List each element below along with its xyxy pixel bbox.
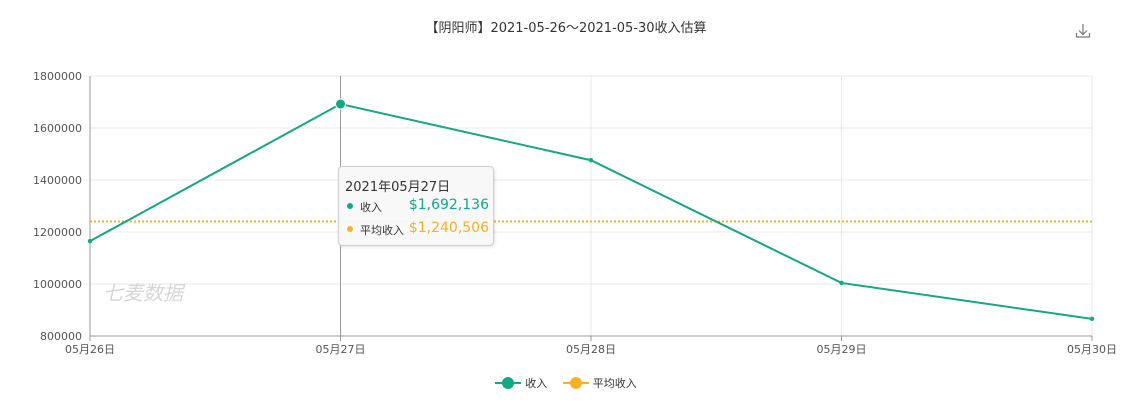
- revenue-point: [87, 238, 93, 244]
- revenue-point: [588, 158, 594, 163]
- x-tick-label: 05月30日: [1067, 343, 1117, 356]
- x-tick-label: 05月28日: [566, 343, 616, 356]
- chart-title: 【阴阳师】2021-05-26～2021-05-30收入估算: [425, 21, 707, 36]
- legend-item-revenue[interactable]: 收入: [495, 375, 547, 391]
- tooltip-row-average: 平均收入 $1,240,506: [345, 220, 489, 238]
- y-tick-label: 1800000: [33, 70, 82, 83]
- y-tick-label: 800000: [40, 330, 82, 343]
- legend-line-circle-icon: [495, 376, 522, 390]
- y-tick-label: 1200000: [33, 226, 82, 239]
- x-tick-label: 05月26日: [65, 343, 115, 356]
- tooltip-row-revenue: 收入 $1,692,136: [345, 197, 489, 215]
- tooltip-title: 2021年05月27日: [345, 180, 451, 195]
- legend-item-average[interactable]: 平均收入: [562, 375, 637, 391]
- legend-label: 平均收入: [592, 377, 637, 390]
- tooltip: 2021年05月27日 收入 $1,692,136 平均收入 $1,240,50…: [338, 166, 494, 246]
- tooltip-row-value: $1,692,136: [408, 197, 489, 213]
- legend-line-circle-icon: [562, 376, 589, 390]
- series: [87, 98, 1095, 322]
- legend: 收入 平均收入: [0, 375, 1132, 393]
- revenue-point: [335, 98, 346, 110]
- revenue-dot-icon: [347, 203, 353, 209]
- tooltip-row-name: 平均收入: [360, 224, 404, 237]
- y-tick-label: 1600000: [33, 122, 82, 135]
- x-tick-label: 05月29日: [817, 343, 867, 356]
- revenue-point: [839, 280, 844, 286]
- y-tick-label: 1000000: [33, 278, 82, 291]
- watermark: 七麦数据: [103, 281, 183, 305]
- revenue-point: [1089, 316, 1095, 322]
- tooltip-row-name: 收入: [360, 201, 382, 214]
- legend-label: 收入: [525, 377, 548, 390]
- x-tick-label: 05月27日: [316, 343, 366, 356]
- average-dot-icon: [347, 226, 353, 232]
- axes: 800000 1000000 1200000 1400000 1600000 180000…: [33, 70, 1117, 356]
- tooltip-row-value: $1,240,506: [408, 220, 489, 236]
- download-button[interactable]: [1073, 21, 1093, 41]
- download-icon: [1075, 24, 1091, 38]
- y-tick-label: 1400000: [33, 174, 82, 187]
